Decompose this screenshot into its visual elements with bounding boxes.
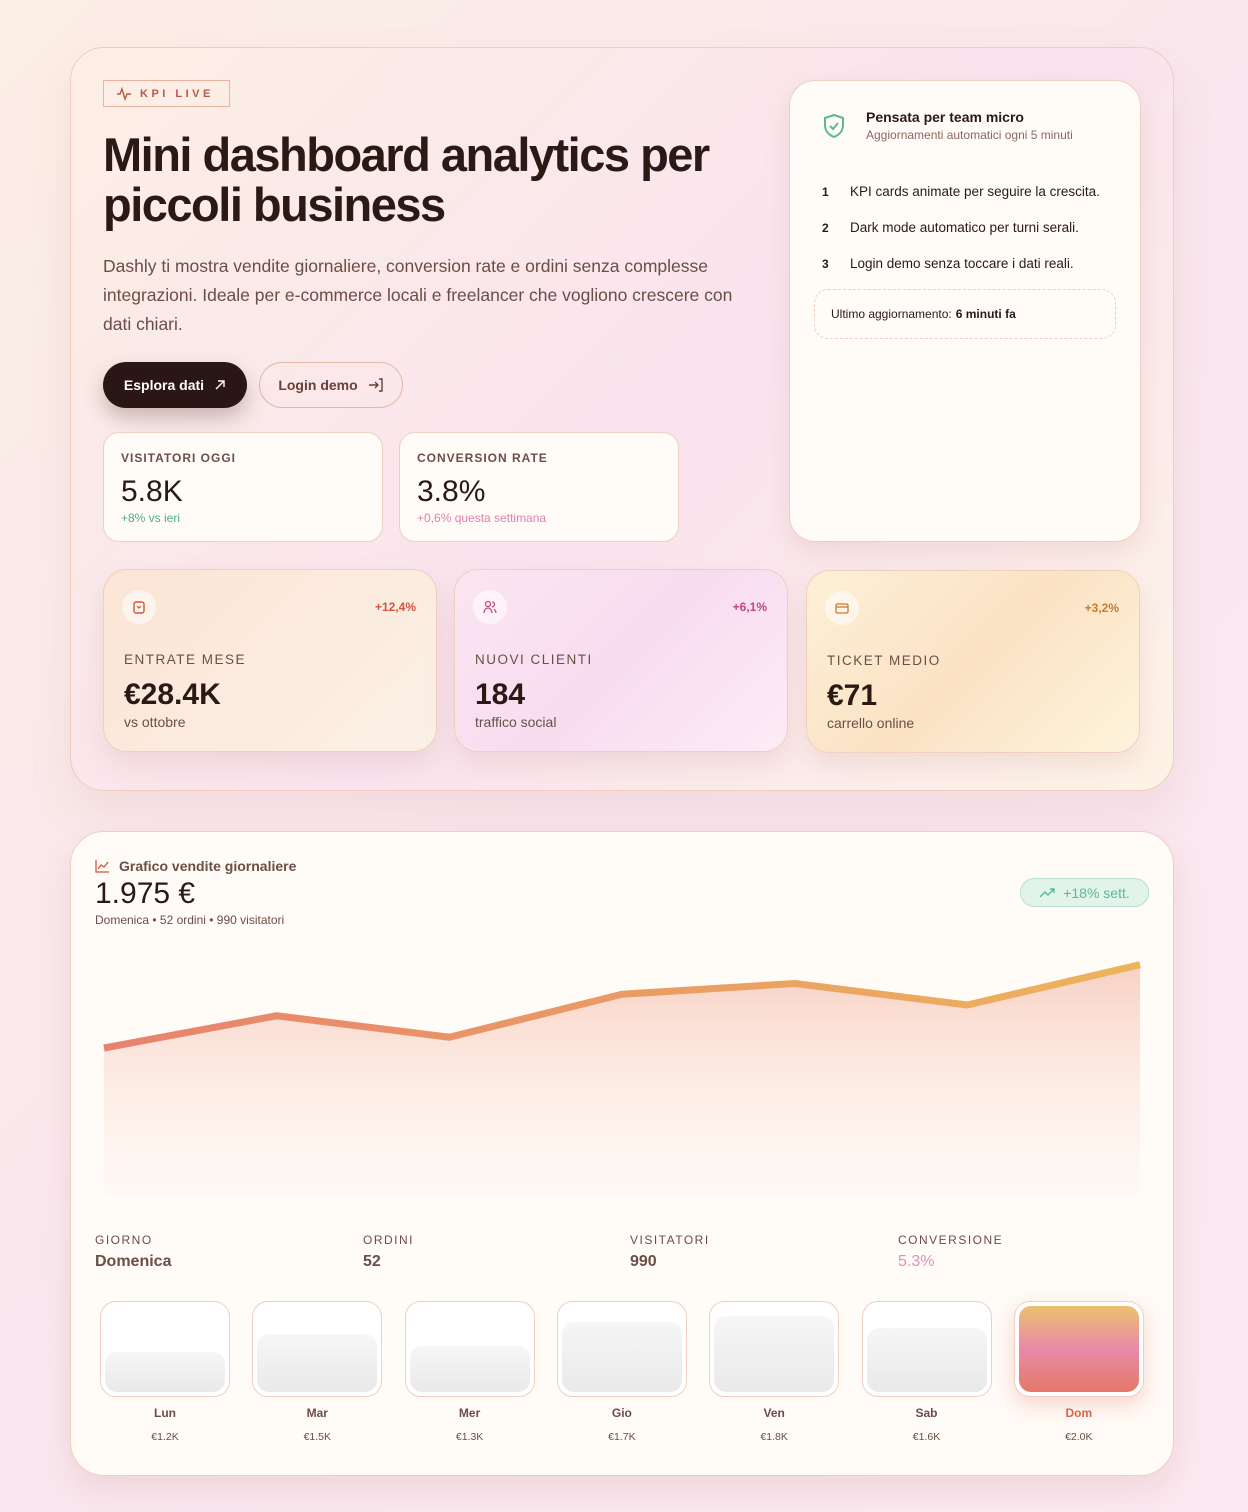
day-value: €1.6K (912, 1431, 941, 1443)
card-delta: +3,2% (1084, 601, 1119, 615)
day-tile-gio[interactable] (556, 1301, 687, 1397)
day-tile-mer[interactable] (404, 1301, 535, 1397)
day-bar (409, 1345, 530, 1392)
chart-total: 1.975 € (95, 877, 196, 910)
shopping-bag-icon (133, 601, 145, 614)
day-label: Lun (154, 1406, 176, 1420)
kpi-value: 3.8% (417, 475, 486, 508)
hero-description: Dashly ti mostra vendite giornaliere, co… (103, 256, 733, 334)
day-value: €1.7K (608, 1431, 636, 1443)
explore-data-button[interactable]: Esplora dati (103, 362, 247, 408)
stat-conversion: CONVERSIONE 5.3% (898, 1233, 1004, 1270)
info-subtitle: Aggiornamenti automatici ogni 5 minuti (866, 128, 1073, 142)
info-panel: Pensata per team micro Aggiornamenti aut… (789, 80, 1141, 542)
day-bar (257, 1333, 378, 1392)
page-title: Mini dashboard analytics per piccoli bus… (103, 128, 710, 231)
kpi-live-badge: KPI LIVE (103, 80, 230, 107)
badge-label: KPI LIVE (140, 87, 214, 100)
feature-list: 1 KPI cards animate per seguire la cresci… (822, 174, 1100, 282)
kpi-label: CONVERSION RATE (417, 451, 548, 465)
card-average-ticket: +3,2% TICKET MEDIO €71 carrello online (806, 570, 1140, 753)
card-value: €28.4K (124, 678, 221, 711)
explore-data-label: Esplora dati (123, 377, 205, 393)
last-update-value: 6 minuti fa (955, 307, 1016, 321)
day-value: €1.8K (760, 1431, 788, 1443)
day-value: €2.0K (1065, 1431, 1093, 1443)
card-label: ENTRATE MESE (124, 652, 247, 667)
login-icon (368, 378, 383, 392)
arrow-up-right-icon (215, 380, 225, 390)
day-tile-ven[interactable] (709, 1301, 840, 1397)
stat-orders: ORDINI 52 (363, 1233, 414, 1270)
card-delta: +6,1% (732, 600, 767, 614)
kpi-delta: +0,6% questa settimana (417, 511, 547, 525)
day-tile-mar[interactable] (252, 1301, 383, 1397)
day-value: €1.5K (303, 1431, 332, 1443)
kpi-label: VISITATORI OGGI (121, 451, 237, 465)
card-label: NUOVI CLIENTI (475, 652, 593, 667)
day-label: Mer (458, 1406, 481, 1420)
login-demo-label: Login demo (278, 377, 358, 393)
day-bar (714, 1316, 835, 1392)
day-tile-lun[interactable] (100, 1301, 230, 1397)
card-label: TICKET MEDIO (827, 653, 941, 668)
shield-check-icon (824, 114, 844, 138)
day-bar (1018, 1306, 1139, 1392)
stat-day: GIORNO Domenica (95, 1233, 172, 1270)
chart-line-icon (95, 860, 109, 873)
kpi-visitors-today: VISITATORI OGGI 5.8K +8% vs ieri (103, 432, 383, 542)
users-icon (483, 600, 497, 614)
card-delta: +12,4% (374, 600, 416, 614)
day-value: €1.3K (455, 1431, 484, 1443)
card-value: 184 (475, 678, 526, 711)
trending-up-icon (1039, 887, 1055, 897)
feature-item: 3 Login demo senza toccare i dati reali. (822, 256, 1074, 271)
kpi-value: 5.8K (121, 475, 183, 508)
day-tile-sab[interactable] (861, 1301, 992, 1397)
chart-meta: Domenica • 52 ordini • 990 visitatori (95, 913, 285, 927)
card-monthly-revenue: +12,4% ENTRATE MESE €28.4K vs ottobre (103, 569, 437, 752)
day-label: Dom (1065, 1406, 1093, 1420)
card-value: €71 (827, 679, 878, 712)
card-sub: carrello online (827, 715, 915, 731)
card-sub: traffico social (475, 714, 557, 730)
info-title: Pensata per team micro (866, 109, 1024, 125)
day-label: Gio (611, 1406, 632, 1420)
feature-item: 1 KPI cards animate per seguire la cresci… (822, 184, 1100, 199)
chart-title: Grafico vendite giornaliere (119, 858, 297, 874)
login-demo-button[interactable]: Login demo (259, 362, 403, 408)
trend-value: +18% sett. (1063, 884, 1130, 901)
day-tile-dom[interactable] (1013, 1301, 1144, 1397)
feature-item: 2 Dark mode automatico per turni serali. (822, 220, 1079, 235)
trend-badge: +18% sett. (1020, 878, 1149, 907)
pulse-icon (117, 86, 131, 101)
card-sub: vs ottobre (124, 714, 186, 730)
card-new-customers: +6,1% NUOVI CLIENTI 184 traffico social (454, 569, 788, 752)
kpi-delta: +8% vs ieri (121, 511, 181, 525)
day-label: Sab (915, 1406, 938, 1420)
stat-visitors: VISITATORI 990 (630, 1233, 710, 1270)
day-label: Mar (306, 1406, 328, 1420)
sales-area (104, 964, 1140, 1195)
day-label: Ven (763, 1406, 785, 1420)
day-bar (561, 1322, 682, 1392)
last-update: Ultimo aggiornamento: 6 minuti fa (814, 289, 1116, 339)
kpi-conversion-rate: CONVERSION RATE 3.8% +0,6% questa settim… (399, 432, 679, 542)
day-bar (866, 1328, 987, 1392)
day-value: €1.2K (151, 1431, 179, 1443)
sales-line (103, 961, 1141, 1052)
credit-card-icon (835, 603, 849, 614)
last-update-label: Ultimo aggiornamento: (831, 307, 952, 321)
day-bar (105, 1351, 225, 1392)
